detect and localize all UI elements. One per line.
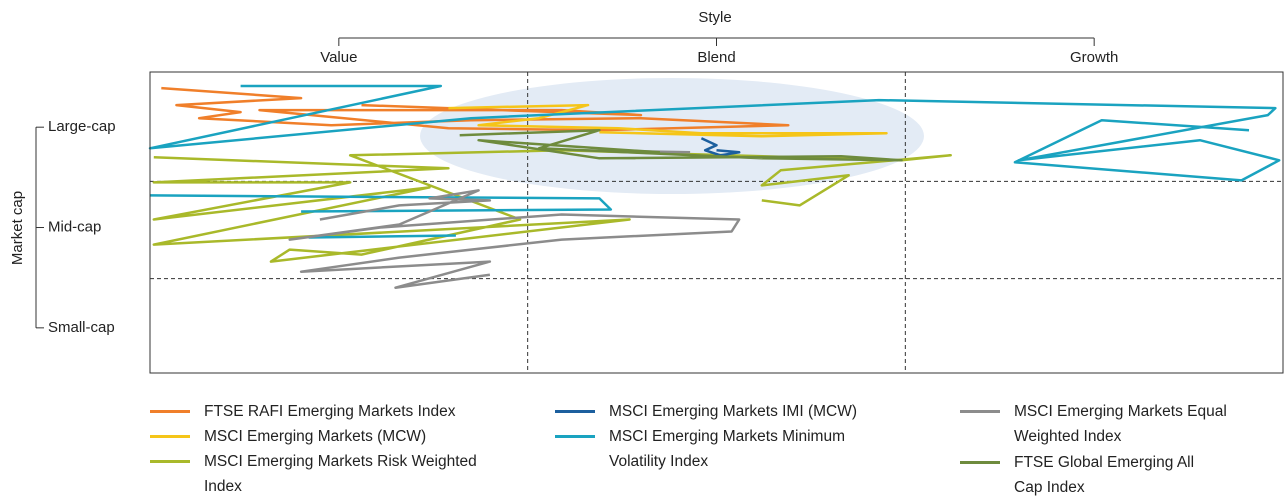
series-line xyxy=(448,103,888,138)
legend-label: FTSE Global Emerging All Cap Index xyxy=(1014,454,1195,496)
legend-label: MSCI Emerging Markets (MCW) xyxy=(204,428,427,445)
x-tick-label: Growth xyxy=(1070,49,1118,66)
legend-item: MSCI Emerging Markets Equal Weighted Ind… xyxy=(960,399,1280,449)
series-line xyxy=(700,137,741,157)
y-tick-label: Small-cap xyxy=(48,319,115,336)
x-axis-title: Style xyxy=(698,9,731,26)
legend-label: MSCI Emerging Markets Risk Weighted Inde… xyxy=(204,453,477,495)
legend-item: FTSE Global Emerging All Cap Index xyxy=(960,450,1210,498)
legend-label: MSCI Emerging Markets IMI (MCW) xyxy=(609,403,858,420)
legend-swatch xyxy=(150,410,190,413)
x-tick-label: Blend xyxy=(697,49,735,66)
y-tick-label: Mid-cap xyxy=(48,218,101,235)
legend-swatch xyxy=(150,435,190,438)
legend-swatch xyxy=(960,461,1000,464)
series-line xyxy=(152,149,952,263)
legend-item: MSCI Emerging Markets Risk Weighted Inde… xyxy=(150,449,480,498)
legend-label: MSCI Emerging Markets Equal Weighted Ind… xyxy=(1014,403,1227,445)
legend-item: FTSE RAFI Emerging Markets Index xyxy=(150,399,480,424)
series-line xyxy=(148,84,1281,239)
x-tick-label: Value xyxy=(320,49,357,66)
legend-swatch xyxy=(150,460,190,463)
legend-swatch xyxy=(555,435,595,438)
y-tick-label: Large-cap xyxy=(48,118,116,135)
series-line xyxy=(459,128,903,162)
series-line xyxy=(161,86,790,132)
legend-item: MSCI Emerging Markets (MCW) xyxy=(150,424,480,449)
y-axis-title: Market cap xyxy=(9,191,26,265)
plot-frame xyxy=(149,71,1284,374)
legend-label: FTSE RAFI Emerging Markets Index xyxy=(204,403,456,420)
legend-item: MSCI Emerging Markets Minimum Volatility… xyxy=(555,424,895,474)
legend-swatch xyxy=(555,410,595,413)
legend-swatch xyxy=(960,410,1000,413)
legend-label: MSCI Emerging Markets Minimum Volatility… xyxy=(609,428,845,470)
legend-item: MSCI Emerging Markets IMI (MCW) xyxy=(555,399,895,424)
